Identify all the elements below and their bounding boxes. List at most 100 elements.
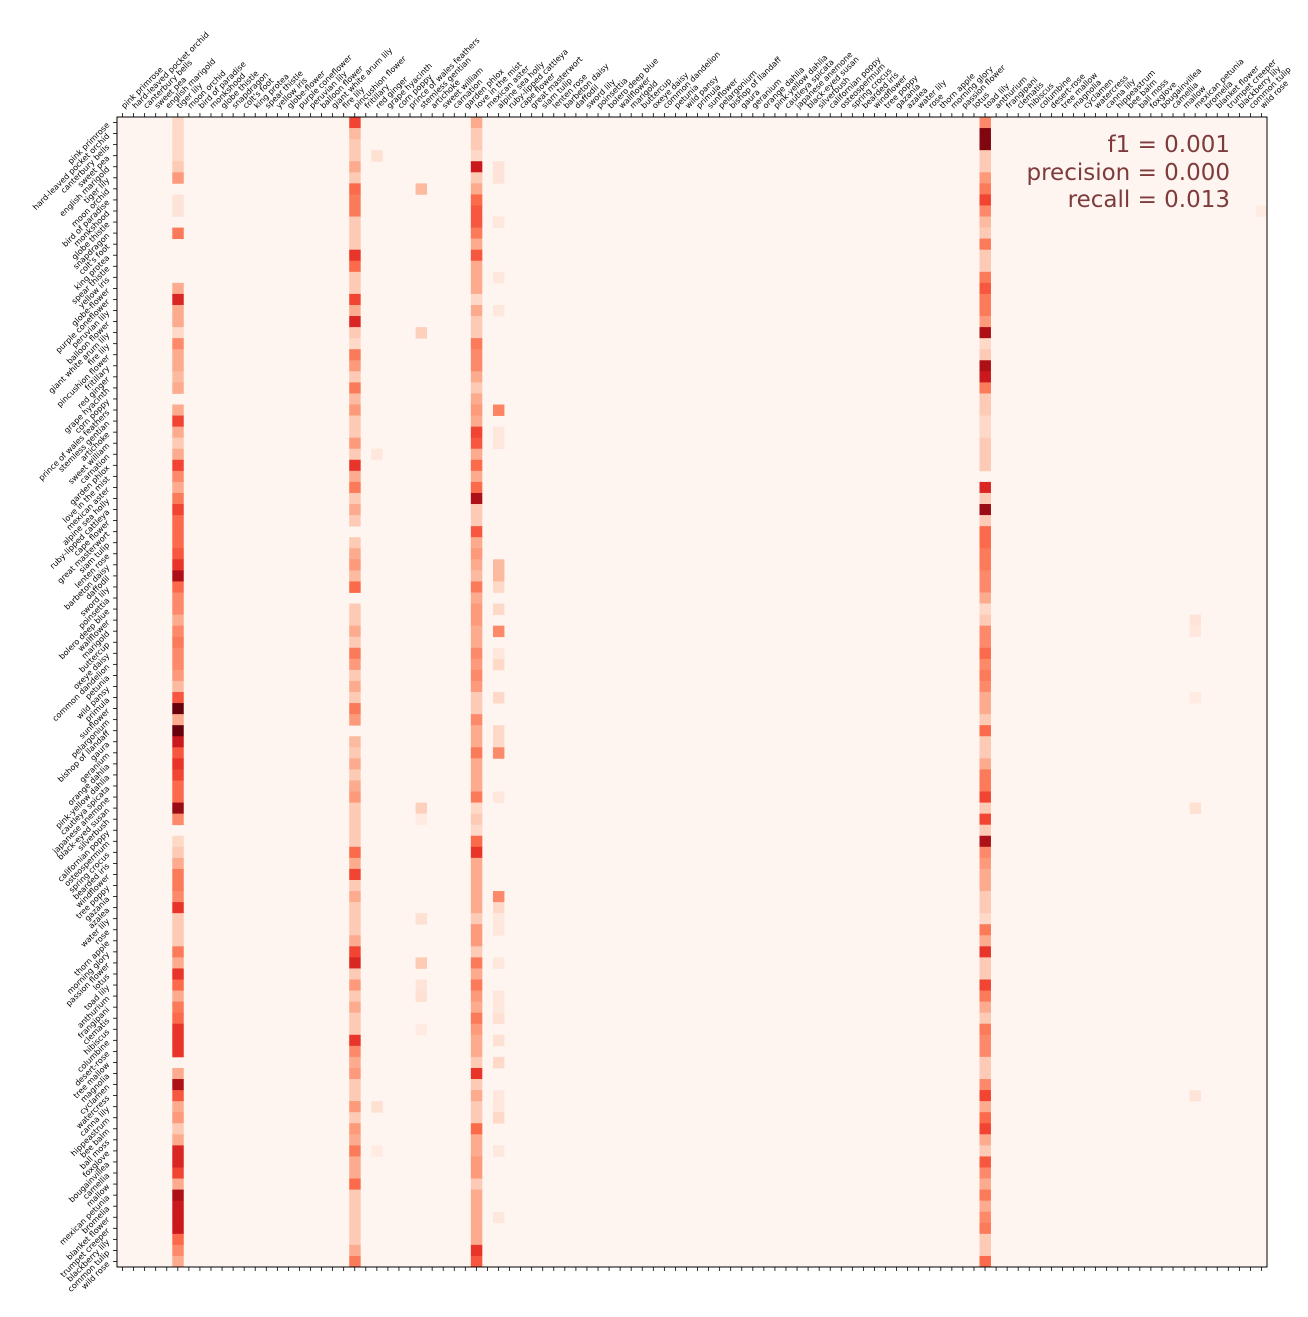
heatmap-cell	[979, 658, 991, 671]
heatmap-cell	[470, 338, 483, 350]
heatmap-cell	[470, 846, 483, 859]
heatmap-cell	[979, 1178, 991, 1190]
heatmap-cell	[172, 327, 184, 339]
heatmap-cell	[470, 393, 483, 405]
heatmap-cell	[470, 360, 483, 372]
heatmap-cell	[172, 526, 184, 538]
heatmap-cell	[172, 1134, 184, 1146]
heatmap-cell	[172, 680, 184, 693]
heatmap-background	[117, 117, 1267, 1267]
heatmap-cell	[470, 216, 483, 228]
heatmap-cell	[470, 824, 483, 837]
heatmap-cell	[415, 979, 428, 991]
heatmap-cell	[349, 625, 361, 638]
heatmap-cell	[349, 603, 361, 615]
heatmap-cell	[349, 282, 361, 295]
heatmap-cell	[470, 293, 483, 306]
heatmap-cell	[349, 459, 361, 472]
heatmap-cell	[349, 857, 361, 870]
heatmap-cell	[979, 824, 991, 837]
heatmap-cell	[979, 249, 991, 262]
metric-line-f1: f1 = 0.001	[1108, 132, 1230, 158]
heatmap-cell	[349, 249, 361, 262]
heatmap-cell	[979, 183, 991, 195]
heatmap-cell	[349, 382, 361, 394]
heatmap-cell	[492, 891, 505, 903]
heatmap-cell	[172, 1145, 184, 1157]
heatmap-cell	[349, 1101, 361, 1113]
heatmap-cell	[172, 780, 184, 792]
heatmap-cell	[492, 791, 505, 803]
heatmap-cell	[979, 371, 991, 383]
heatmap-cell	[492, 603, 505, 615]
heatmap-cell	[172, 404, 184, 416]
heatmap-cell	[172, 448, 184, 461]
heatmap-cell	[349, 703, 361, 715]
heatmap-cell	[349, 548, 361, 560]
heatmap-cell	[172, 128, 184, 140]
heatmap-cell	[172, 946, 184, 958]
heatmap-cell	[470, 990, 483, 1003]
heatmap-cell	[172, 769, 184, 781]
heatmap-cell	[349, 194, 361, 206]
heatmap-cell	[470, 327, 483, 339]
heatmap-cell	[979, 879, 991, 892]
heatmap-cell	[349, 736, 361, 748]
heatmap-cell	[979, 172, 991, 184]
heatmap-cell	[349, 128, 361, 140]
heatmap-cell	[492, 647, 505, 660]
heatmap-cell	[349, 150, 361, 162]
heatmap-cell	[979, 327, 991, 339]
heatmap-cell	[349, 791, 361, 803]
heatmap-cell	[979, 802, 991, 815]
heatmap-cell	[349, 360, 361, 372]
heatmap-cell	[470, 459, 483, 472]
heatmap-cell	[470, 161, 483, 173]
heatmap-cell	[172, 614, 184, 627]
heatmap-cell	[172, 150, 184, 162]
heatmap-cell	[470, 504, 483, 516]
heatmap-cell	[172, 1012, 184, 1025]
heatmap-cell	[349, 1001, 361, 1014]
heatmap-cell	[492, 1101, 505, 1113]
heatmap-cell	[979, 846, 991, 859]
heatmap-cell	[492, 747, 505, 759]
heatmap-cell	[349, 957, 361, 969]
heatmap-cell	[492, 725, 505, 737]
heatmap-cell	[979, 382, 991, 394]
heatmap-cell	[979, 216, 991, 228]
heatmap-cell	[470, 1034, 483, 1047]
heatmap-cell	[172, 172, 184, 184]
heatmap-cell	[470, 481, 483, 494]
heatmap-cell	[470, 537, 483, 549]
heatmap-cell	[979, 293, 991, 306]
heatmap-cell	[979, 1067, 991, 1080]
heatmap-cell	[349, 1112, 361, 1124]
heatmap-cell	[979, 625, 991, 638]
heatmap-cell	[979, 968, 991, 980]
heatmap-cell	[349, 437, 361, 450]
heatmap-cell	[979, 205, 991, 217]
heatmap-cell	[349, 304, 361, 317]
heatmap-cell	[172, 935, 184, 947]
heatmap-cell	[492, 902, 505, 914]
heatmap-cell	[172, 437, 184, 450]
heatmap-cell	[979, 238, 991, 251]
heatmap-cell	[349, 415, 361, 428]
heatmap-cell	[470, 658, 483, 671]
heatmap-cell	[349, 1045, 361, 1058]
heatmap-cell	[172, 592, 184, 604]
heatmap-cell	[349, 581, 361, 593]
heatmap-cell	[979, 393, 991, 405]
heatmap-cell	[979, 415, 991, 428]
heatmap-cell	[979, 581, 991, 593]
metrics-annotation: f1 = 0.001 precision = 0.000 recall = 0.…	[1027, 132, 1231, 213]
heatmap-cell	[979, 150, 991, 162]
heatmap-cell	[470, 902, 483, 914]
heatmap-cell	[979, 304, 991, 317]
heatmap-cell	[492, 692, 505, 704]
heatmap-cell	[415, 813, 428, 826]
heatmap-cell	[470, 570, 483, 582]
heatmap-cell	[979, 448, 991, 461]
heatmap-cell	[172, 1200, 184, 1213]
